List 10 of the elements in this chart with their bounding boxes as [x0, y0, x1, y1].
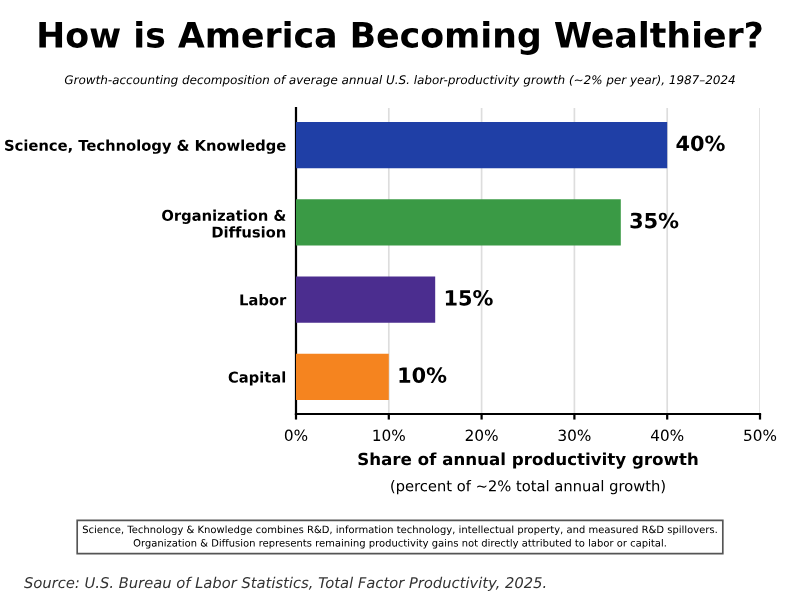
- data-label: 15%: [445, 289, 493, 306]
- data-label: 35%: [630, 212, 679, 229]
- chart-title: How is America Becoming Wealthier?: [39, 21, 762, 55]
- bar: [296, 353, 389, 401]
- data-label: 10%: [399, 367, 447, 383]
- bar: [296, 121, 668, 169]
- data-label: 40%: [676, 135, 725, 152]
- bar: [296, 276, 436, 323]
- bar: [296, 199, 621, 246]
- x-axis-title: Share of annual productivity growth: [358, 452, 698, 469]
